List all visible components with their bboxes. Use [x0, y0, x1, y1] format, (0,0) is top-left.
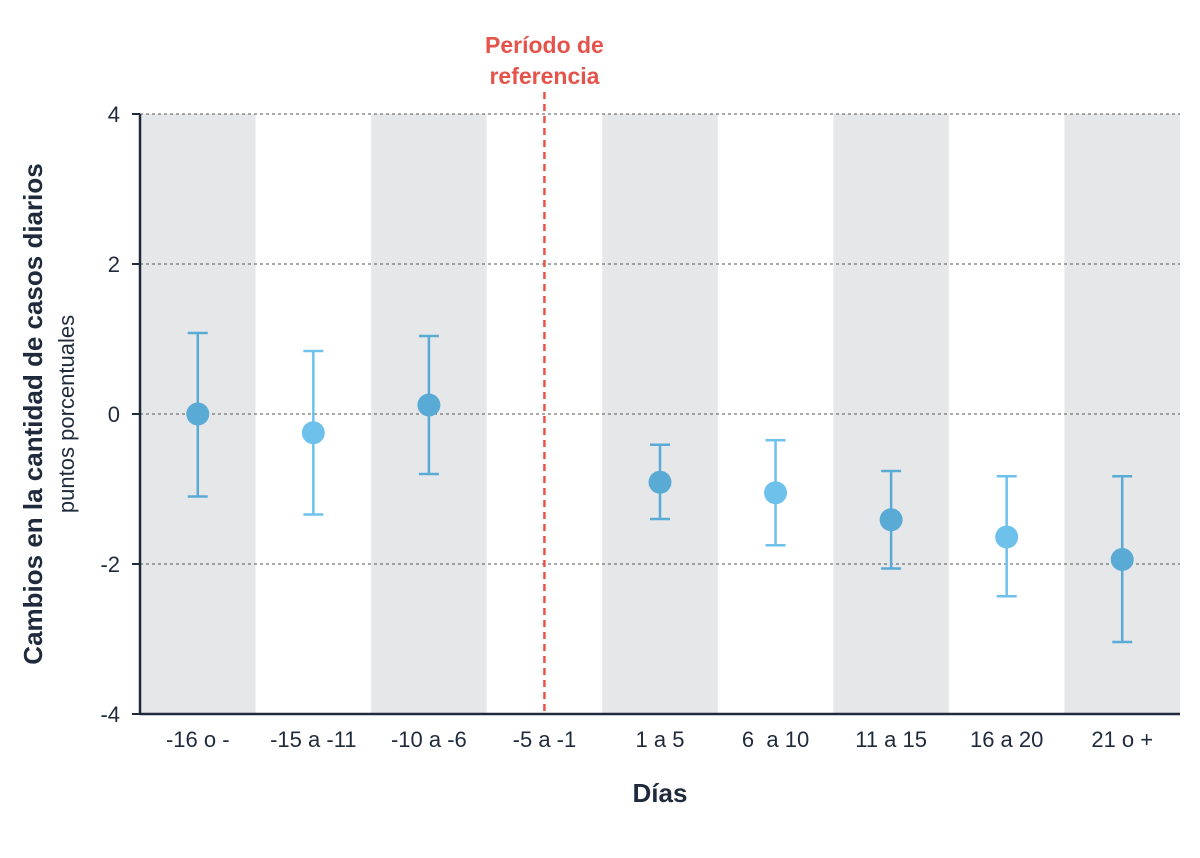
x-tick-label: 6 a 10 — [742, 727, 809, 752]
reference-label-line: referencia — [489, 63, 599, 89]
y-axis-subtitle: puntos porcentuales — [54, 315, 79, 513]
x-axis-title: Días — [633, 778, 688, 808]
x-tick-label: 11 a 15 — [855, 727, 927, 752]
x-tick-label: 21 o + — [1091, 727, 1153, 752]
y-axis-title: Cambios en la cantidad de casos diarios — [18, 163, 48, 664]
data-point — [648, 470, 672, 494]
x-tick-labels: -16 o - -15 a -11 -10 a -6 -5 a -1 1 a 5 6 a … — [166, 727, 1153, 752]
data-point — [764, 481, 788, 505]
y-tick-label: -4 — [100, 702, 120, 727]
reference-period-marker: Período de referencia — [485, 32, 604, 714]
reference-label-line: Período de — [485, 32, 604, 58]
x-tick-label: -16 o - — [166, 727, 230, 752]
data-point — [1110, 548, 1134, 571]
y-tick-label: 0 — [108, 402, 120, 427]
x-tick-label: -15 a -11 — [270, 727, 356, 752]
point-markers — [186, 393, 1134, 571]
data-point — [995, 525, 1019, 549]
axes — [132, 113, 1180, 716]
x-tick-label: -10 a -6 — [391, 727, 467, 752]
data-point — [417, 393, 441, 417]
y-tick-labels: 4 2 0 -2 -4 — [100, 102, 120, 727]
data-point — [186, 402, 210, 426]
y-tick-label: -2 — [100, 552, 120, 577]
x-tick-label: 16 a 20 — [970, 727, 1043, 752]
y-tick-label: 4 — [108, 102, 120, 127]
y-tick-label: 2 — [108, 252, 120, 277]
data-point — [301, 421, 325, 445]
x-tick-label: 1 a 5 — [636, 727, 685, 752]
x-tick-label: -5 a -1 — [513, 727, 577, 752]
data-point — [879, 508, 903, 532]
